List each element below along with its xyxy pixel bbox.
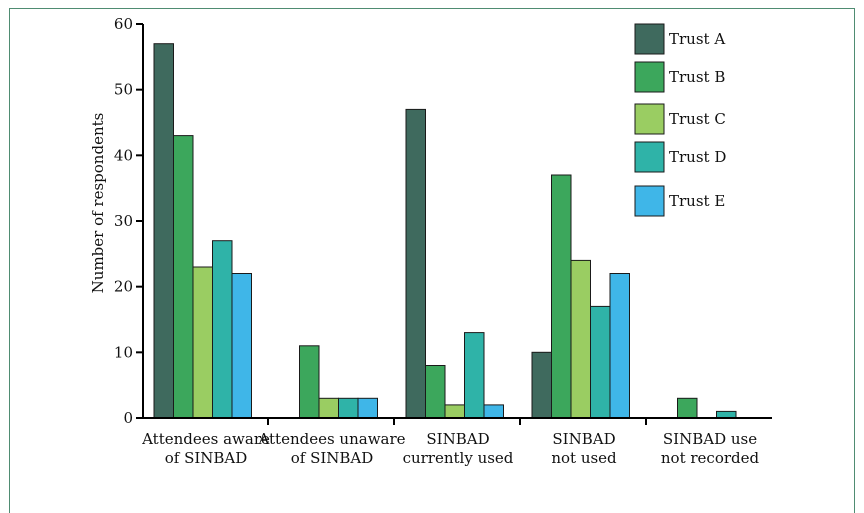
legend-swatch-trust-d — [634, 141, 665, 173]
bar-trust-c-2 — [318, 397, 339, 419]
bar-trust-e-4 — [609, 273, 630, 419]
chart-frame — [9, 8, 855, 513]
bar-trust-b-2 — [299, 345, 320, 419]
bar-trust-e-3 — [483, 404, 504, 419]
legend-swatch-trust-c — [634, 103, 665, 135]
x-tick-label-1: Attendees aware of SINBAD — [141, 430, 270, 467]
bar-trust-b-3 — [425, 365, 446, 419]
bar-trust-e-1 — [231, 273, 252, 419]
bar-trust-b-1 — [173, 135, 194, 419]
bar-trust-d-1 — [212, 240, 233, 419]
legend-swatch-trust-b — [634, 61, 665, 93]
y-tick-label-20: 20 — [114, 278, 133, 296]
x-tick-label-3: SINBAD currently used — [403, 430, 514, 467]
bar-trust-c-1 — [192, 266, 213, 419]
legend-swatch-trust-a — [634, 23, 665, 55]
legend: Trust A Trust B Trust C Trust D Trust E — [634, 23, 726, 217]
bar-trust-d-2 — [338, 397, 359, 419]
bar-trust-a-1 — [153, 43, 174, 419]
legend-label-trust-a: Trust A — [669, 30, 725, 48]
legend-label-trust-e: Trust E — [669, 192, 725, 210]
bar-trust-d-4 — [590, 305, 611, 419]
legend-swatch-trust-e — [634, 185, 665, 217]
y-tick-label-50: 50 — [114, 81, 133, 99]
legend-label-trust-c: Trust C — [669, 110, 726, 128]
x-tick-label-4: SINBAD not used — [551, 430, 617, 467]
bar-trust-b-5 — [677, 397, 698, 419]
bar-trust-a-3 — [405, 108, 426, 419]
y-tick-label-40: 40 — [114, 146, 133, 164]
x-tick-label-2: Attendees unaware of SINBAD — [257, 430, 405, 467]
axes-layer: 0 10 20 30 40 50 60 Attendees aware of SINBADAtt… — [114, 15, 772, 467]
legend-label-trust-b: Trust B — [669, 68, 725, 86]
bar-trust-c-4 — [570, 259, 591, 419]
y-tick-label-0: 0 — [123, 409, 133, 427]
y-tick-label-30: 30 — [114, 212, 133, 230]
bar-trust-d-3 — [464, 332, 485, 419]
bar-trust-c-3 — [444, 404, 465, 419]
bar-trust-a-4 — [531, 351, 552, 419]
legend-label-trust-d: Trust D — [669, 148, 726, 166]
y-tick-label-60: 60 — [114, 15, 133, 33]
y-tick-label-10: 10 — [114, 343, 133, 361]
bar-trust-b-4 — [551, 174, 572, 419]
bar-trust-e-2 — [357, 397, 378, 419]
y-axis-label: Number of respondents — [89, 113, 107, 294]
bars-layer — [153, 43, 737, 419]
x-tick-label-5: SINBAD use not recorded — [661, 430, 760, 467]
